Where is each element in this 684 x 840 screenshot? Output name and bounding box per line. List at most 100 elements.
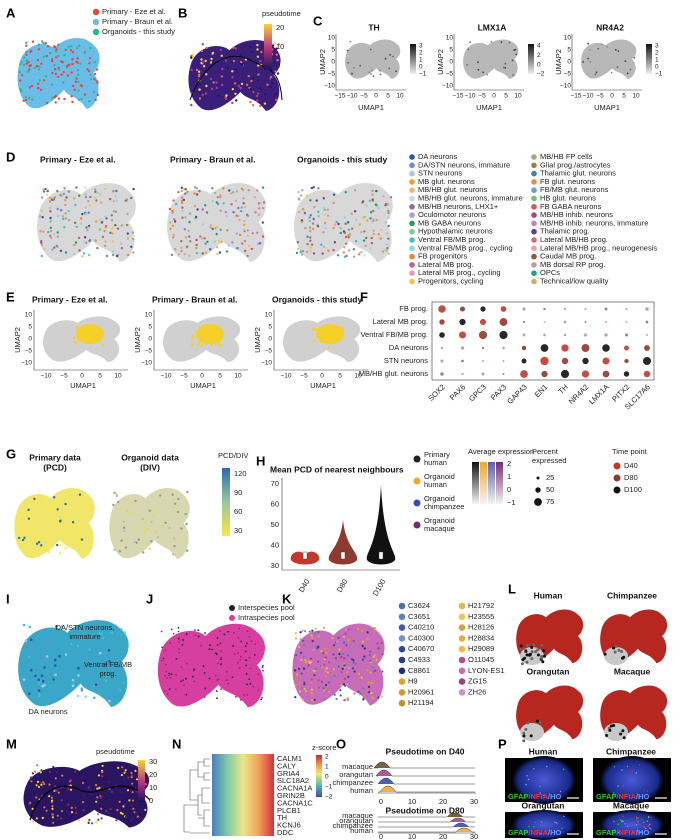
umap-point (323, 206, 326, 210)
stain-part: /NFIA (528, 828, 548, 837)
umap-point (37, 682, 41, 685)
legend-label: D40 (624, 461, 638, 470)
y-tick-label: 5 (28, 324, 32, 331)
umap-point (361, 216, 365, 219)
umap-point (203, 696, 206, 698)
umap-point (624, 830, 626, 832)
umap-point (243, 206, 247, 209)
legend-label: MB/HB inhib. neurons, immature (540, 218, 648, 227)
umap-point (302, 639, 305, 643)
umap-point (37, 678, 40, 681)
umap-point (80, 97, 83, 101)
umap-point (310, 688, 313, 691)
umap-blob (581, 39, 637, 79)
legend-label: Lateral MB prog. (418, 260, 473, 269)
umap-point (88, 204, 92, 207)
legend-swatch (613, 486, 621, 494)
umap-point (180, 249, 183, 253)
umap-point (613, 820, 615, 823)
scale-tick: 2 (507, 459, 511, 468)
umap-point (519, 647, 523, 651)
umap-point (84, 195, 88, 199)
row-label: orangutan (339, 770, 373, 779)
dot (625, 333, 628, 337)
x-tick-label: 10 (408, 797, 416, 806)
umap-point (223, 633, 226, 636)
umap-point (177, 637, 180, 640)
legend-label: Caudal MB prog. (540, 252, 596, 261)
umap-point (63, 537, 66, 540)
legend-label: Primary - Braun et al. (102, 17, 173, 26)
umap-point (37, 82, 40, 86)
umap-point (248, 656, 251, 659)
umap-point (309, 199, 312, 202)
umap-point (346, 698, 349, 701)
umap-point (172, 208, 175, 211)
scale-tick: 0 (149, 796, 153, 805)
x-tick-label: 20 (439, 797, 447, 806)
umap-point (60, 194, 63, 197)
umap-point (139, 518, 143, 521)
legend-label: FB/MB glut. neurons (540, 185, 609, 194)
y-tick-label: 50 (271, 520, 279, 529)
umap-point (327, 681, 330, 684)
legend-swatch (409, 278, 415, 285)
umap-point (240, 640, 243, 643)
umap-point (35, 542, 39, 545)
umap-point (522, 739, 526, 743)
legend-swatch (531, 270, 537, 277)
dot (502, 360, 505, 362)
umap-point (231, 70, 234, 73)
umap-point (37, 541, 41, 544)
x-tick-label: 20 (439, 832, 447, 840)
umap-point (174, 502, 177, 505)
umap-point (60, 817, 63, 820)
umap-point (29, 49, 33, 52)
umap-point (110, 631, 114, 634)
umap-point (648, 815, 650, 818)
umap-point (130, 764, 133, 768)
umap-point (53, 196, 57, 199)
umap-point (97, 813, 100, 816)
umap-point (368, 640, 371, 643)
umap-point (310, 681, 313, 684)
plot-title: Chimpanzee (606, 746, 656, 756)
umap-point (49, 210, 52, 213)
umap-point (122, 526, 126, 529)
umap-point (70, 811, 74, 814)
umap-point (169, 221, 172, 224)
umap-point (180, 246, 183, 249)
umap-point (177, 191, 180, 194)
y-tick-label: 0 (268, 336, 272, 343)
umap-point (54, 664, 57, 667)
umap-point (141, 517, 145, 521)
umap-point (81, 212, 84, 216)
umap-point (626, 72, 629, 75)
row-label: Ventral FB/MB prog. (360, 330, 428, 339)
umap-point (331, 647, 334, 650)
umap-point (490, 41, 493, 43)
umap-point (43, 782, 46, 786)
umap-point (47, 230, 50, 234)
umap-point (19, 87, 22, 91)
umap-point (301, 253, 304, 256)
umap-point (218, 343, 222, 347)
umap-point (80, 217, 83, 220)
umap-point (211, 227, 214, 231)
umap-point (219, 194, 222, 197)
legend-swatch (409, 253, 415, 260)
umap-point (245, 83, 249, 87)
umap-point (347, 61, 349, 64)
dot (581, 344, 590, 352)
umap-point (244, 249, 247, 253)
umap-point (18, 71, 21, 74)
umap-point (64, 199, 67, 202)
umap-point (334, 327, 337, 331)
colorbar (496, 462, 503, 504)
umap-point (259, 242, 262, 245)
umap-point (114, 195, 118, 198)
umap-point (35, 784, 38, 787)
umap-point (636, 830, 638, 832)
scale-tick: 2 (655, 50, 659, 57)
umap-point (375, 658, 378, 661)
